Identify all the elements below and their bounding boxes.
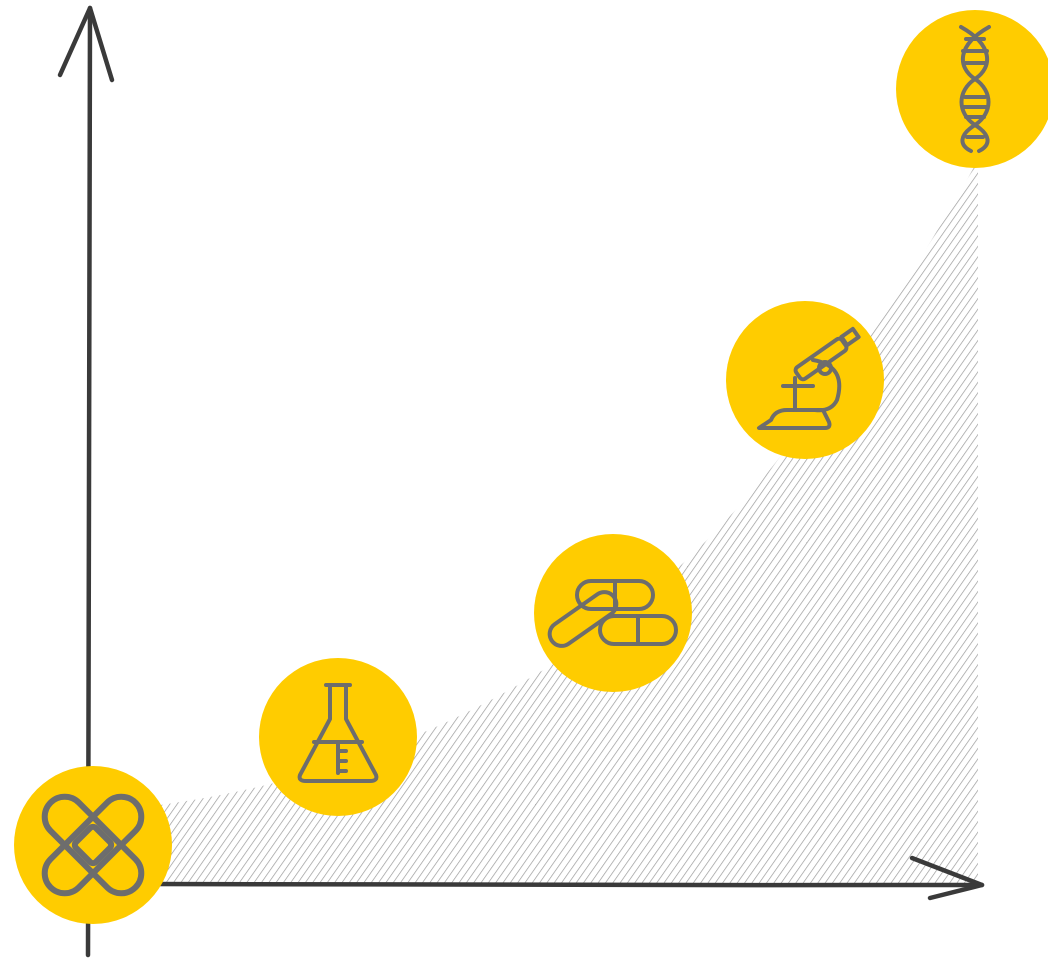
curve-area xyxy=(160,160,978,885)
flask-icon xyxy=(297,683,379,783)
dna-icon xyxy=(959,25,991,153)
milestone-circle xyxy=(896,10,1048,168)
milestone-circle xyxy=(14,766,172,924)
milestone-microscope xyxy=(726,301,884,459)
milestone-flask xyxy=(259,658,417,816)
milestone-pills xyxy=(534,534,692,692)
microscope-icon xyxy=(757,326,861,430)
bandage-icon xyxy=(41,793,145,897)
milestone-circle xyxy=(259,658,417,816)
milestone-bandage xyxy=(14,766,172,924)
x-axis xyxy=(147,855,985,901)
milestone-dna xyxy=(896,10,1048,168)
pills-icon xyxy=(547,579,678,648)
